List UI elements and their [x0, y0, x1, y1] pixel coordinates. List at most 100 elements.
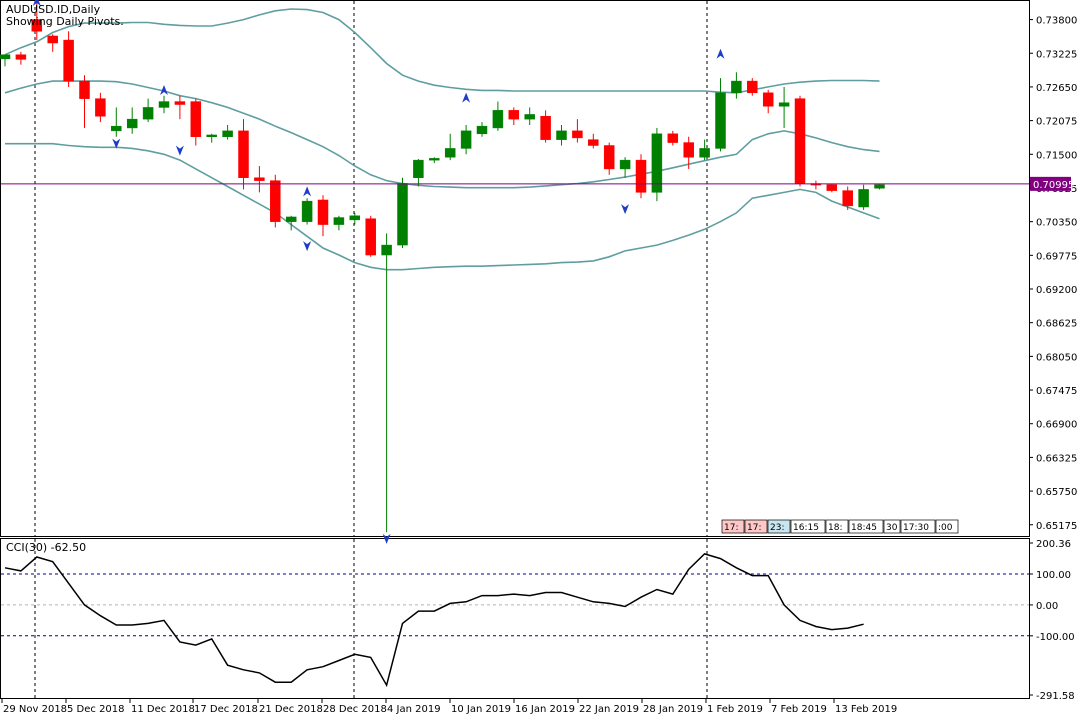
candle[interactable]: [63, 31, 74, 87]
current-price-tag: [1030, 176, 1071, 191]
candle[interactable]: [365, 215, 376, 257]
candle[interactable]: [31, 2, 43, 41]
candle[interactable]: [349, 212, 361, 225]
candle[interactable]: [572, 119, 583, 143]
price-tick-label: 0.69775: [1036, 251, 1077, 262]
session-box-label: 23:: [770, 523, 784, 533]
cci-title: CCI(30) -62.50: [6, 541, 86, 554]
candle-body: [397, 183, 408, 246]
candle[interactable]: [683, 136, 694, 169]
fractal-down-arrow-icon: [382, 533, 391, 544]
candle-body: [0, 54, 11, 60]
candle[interactable]: [794, 95, 806, 187]
candle[interactable]: [158, 95, 170, 114]
session-box: [825, 519, 849, 534]
candle-body: [842, 190, 853, 207]
candle[interactable]: [508, 107, 520, 125]
candle[interactable]: [397, 177, 408, 248]
time-tick-label: 10 Jan 2019: [451, 704, 511, 715]
candle[interactable]: [635, 154, 647, 199]
candle[interactable]: [285, 215, 297, 231]
candle-body: [174, 101, 186, 105]
fractal-up-arrow-icon: [716, 48, 725, 59]
candle[interactable]: [254, 166, 265, 193]
candle[interactable]: [588, 133, 599, 149]
candle[interactable]: [222, 125, 233, 140]
candle-body: [222, 130, 233, 137]
candle-body: [492, 110, 504, 129]
candle-body: [270, 180, 281, 222]
candle-body: [190, 101, 202, 137]
candle[interactable]: [238, 119, 249, 190]
candle[interactable]: [826, 183, 838, 193]
candle[interactable]: [270, 174, 281, 228]
candle-body: [588, 139, 599, 146]
candle[interactable]: [15, 51, 27, 65]
time-tick-label: 1 Feb 2019: [707, 704, 763, 715]
candle-body: [317, 199, 329, 225]
time-tick-label: 13 Feb 2019: [835, 704, 897, 715]
candle-body: [238, 130, 249, 178]
candle[interactable]: [111, 107, 122, 137]
price-tick-label: 0.71500: [1036, 150, 1077, 161]
candle[interactable]: [95, 92, 106, 123]
candle[interactable]: [444, 133, 456, 161]
candlesticks[interactable]: [0, 2, 885, 533]
candle[interactable]: [0, 54, 11, 67]
candle[interactable]: [79, 75, 90, 128]
candle-body: [444, 148, 456, 158]
candle[interactable]: [778, 86, 790, 128]
candle[interactable]: [206, 133, 217, 143]
candle[interactable]: [603, 142, 615, 175]
candle[interactable]: [858, 184, 869, 210]
candle-body: [126, 118, 138, 129]
candle[interactable]: [317, 195, 329, 237]
candle[interactable]: [731, 72, 742, 99]
candle[interactable]: [874, 183, 885, 190]
candle-body: [285, 216, 297, 222]
candle[interactable]: [190, 98, 202, 146]
candle[interactable]: [126, 107, 138, 134]
candle[interactable]: [651, 127, 663, 202]
price-tick-label: 0.69200: [1036, 285, 1077, 296]
candle-body: [476, 125, 488, 135]
candle-body: [858, 189, 869, 208]
candle[interactable]: [715, 78, 726, 152]
candle[interactable]: [492, 101, 504, 131]
candle[interactable]: [747, 78, 758, 96]
price-tick-label: 0.73800: [1036, 16, 1077, 27]
cci-indicator[interactable]: [1, 553, 1029, 688]
candle[interactable]: [333, 215, 345, 231]
cci-tick-label: 200.36: [1036, 539, 1071, 550]
session-box-label: 30: [886, 523, 898, 533]
candle[interactable]: [762, 89, 774, 114]
candle-body: [794, 98, 806, 184]
candle[interactable]: [174, 95, 186, 120]
time-tick-label: 7 Feb 2019: [771, 704, 827, 715]
candle[interactable]: [429, 157, 440, 164]
candle[interactable]: [381, 233, 392, 533]
candle[interactable]: [47, 34, 58, 52]
fractal-up-arrow-icon: [462, 92, 471, 103]
candle-body: [874, 184, 885, 189]
current-price-label: 0.70995: [1033, 180, 1074, 191]
candle[interactable]: [301, 198, 313, 225]
session-box: [935, 519, 959, 534]
candle[interactable]: [842, 186, 853, 210]
candle[interactable]: [667, 130, 679, 146]
candle[interactable]: [476, 122, 488, 137]
fractal-arrows: [32, 0, 725, 544]
candle[interactable]: [556, 125, 567, 146]
candle[interactable]: [460, 125, 472, 155]
candle-body: [556, 130, 567, 140]
candle[interactable]: [413, 158, 424, 187]
candle[interactable]: [619, 157, 631, 178]
candle-body: [747, 80, 758, 94]
candle[interactable]: [142, 98, 154, 123]
candle[interactable]: [699, 139, 710, 161]
fractal-up-arrow-icon: [303, 186, 312, 197]
candle[interactable]: [540, 110, 551, 143]
time-tick-label: 22 Jan 2019: [579, 704, 639, 715]
candle[interactable]: [524, 107, 535, 125]
